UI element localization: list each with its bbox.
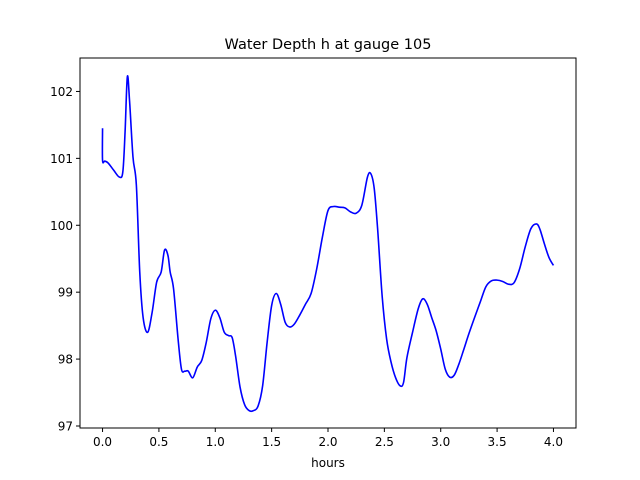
- x-axis-label: hours: [311, 456, 345, 470]
- y-tick-label: 100: [50, 219, 73, 233]
- chart-title: Water Depth h at gauge 105: [225, 37, 432, 53]
- x-tick-label: 2.5: [375, 435, 394, 449]
- x-tick-label: 3.5: [488, 435, 507, 449]
- x-tick-label: 0.0: [93, 435, 112, 449]
- series-line: [101, 75, 555, 413]
- y-tick-label: 101: [50, 152, 73, 166]
- y-tick-label: 97: [58, 419, 73, 433]
- plot-area: [101, 75, 555, 413]
- y-axis: 97 98 99 100 101 102: [50, 85, 80, 433]
- y-tick-label: 98: [58, 353, 73, 367]
- x-tick-label: 0.5: [149, 435, 168, 449]
- x-axis: 0.0 0.5 1.0 1.5 2.0 2.5 3.0 3.5 4.0: [93, 428, 563, 449]
- x-tick-label: 1.0: [206, 435, 225, 449]
- x-tick-label: 3.0: [431, 435, 450, 449]
- y-tick-label: 102: [50, 85, 73, 99]
- y-tick-label: 99: [58, 286, 73, 300]
- axes-frame: [79, 57, 577, 429]
- x-tick-label: 2.0: [318, 435, 337, 449]
- x-tick-label: 4.0: [544, 435, 563, 449]
- x-tick-label: 1.5: [262, 435, 281, 449]
